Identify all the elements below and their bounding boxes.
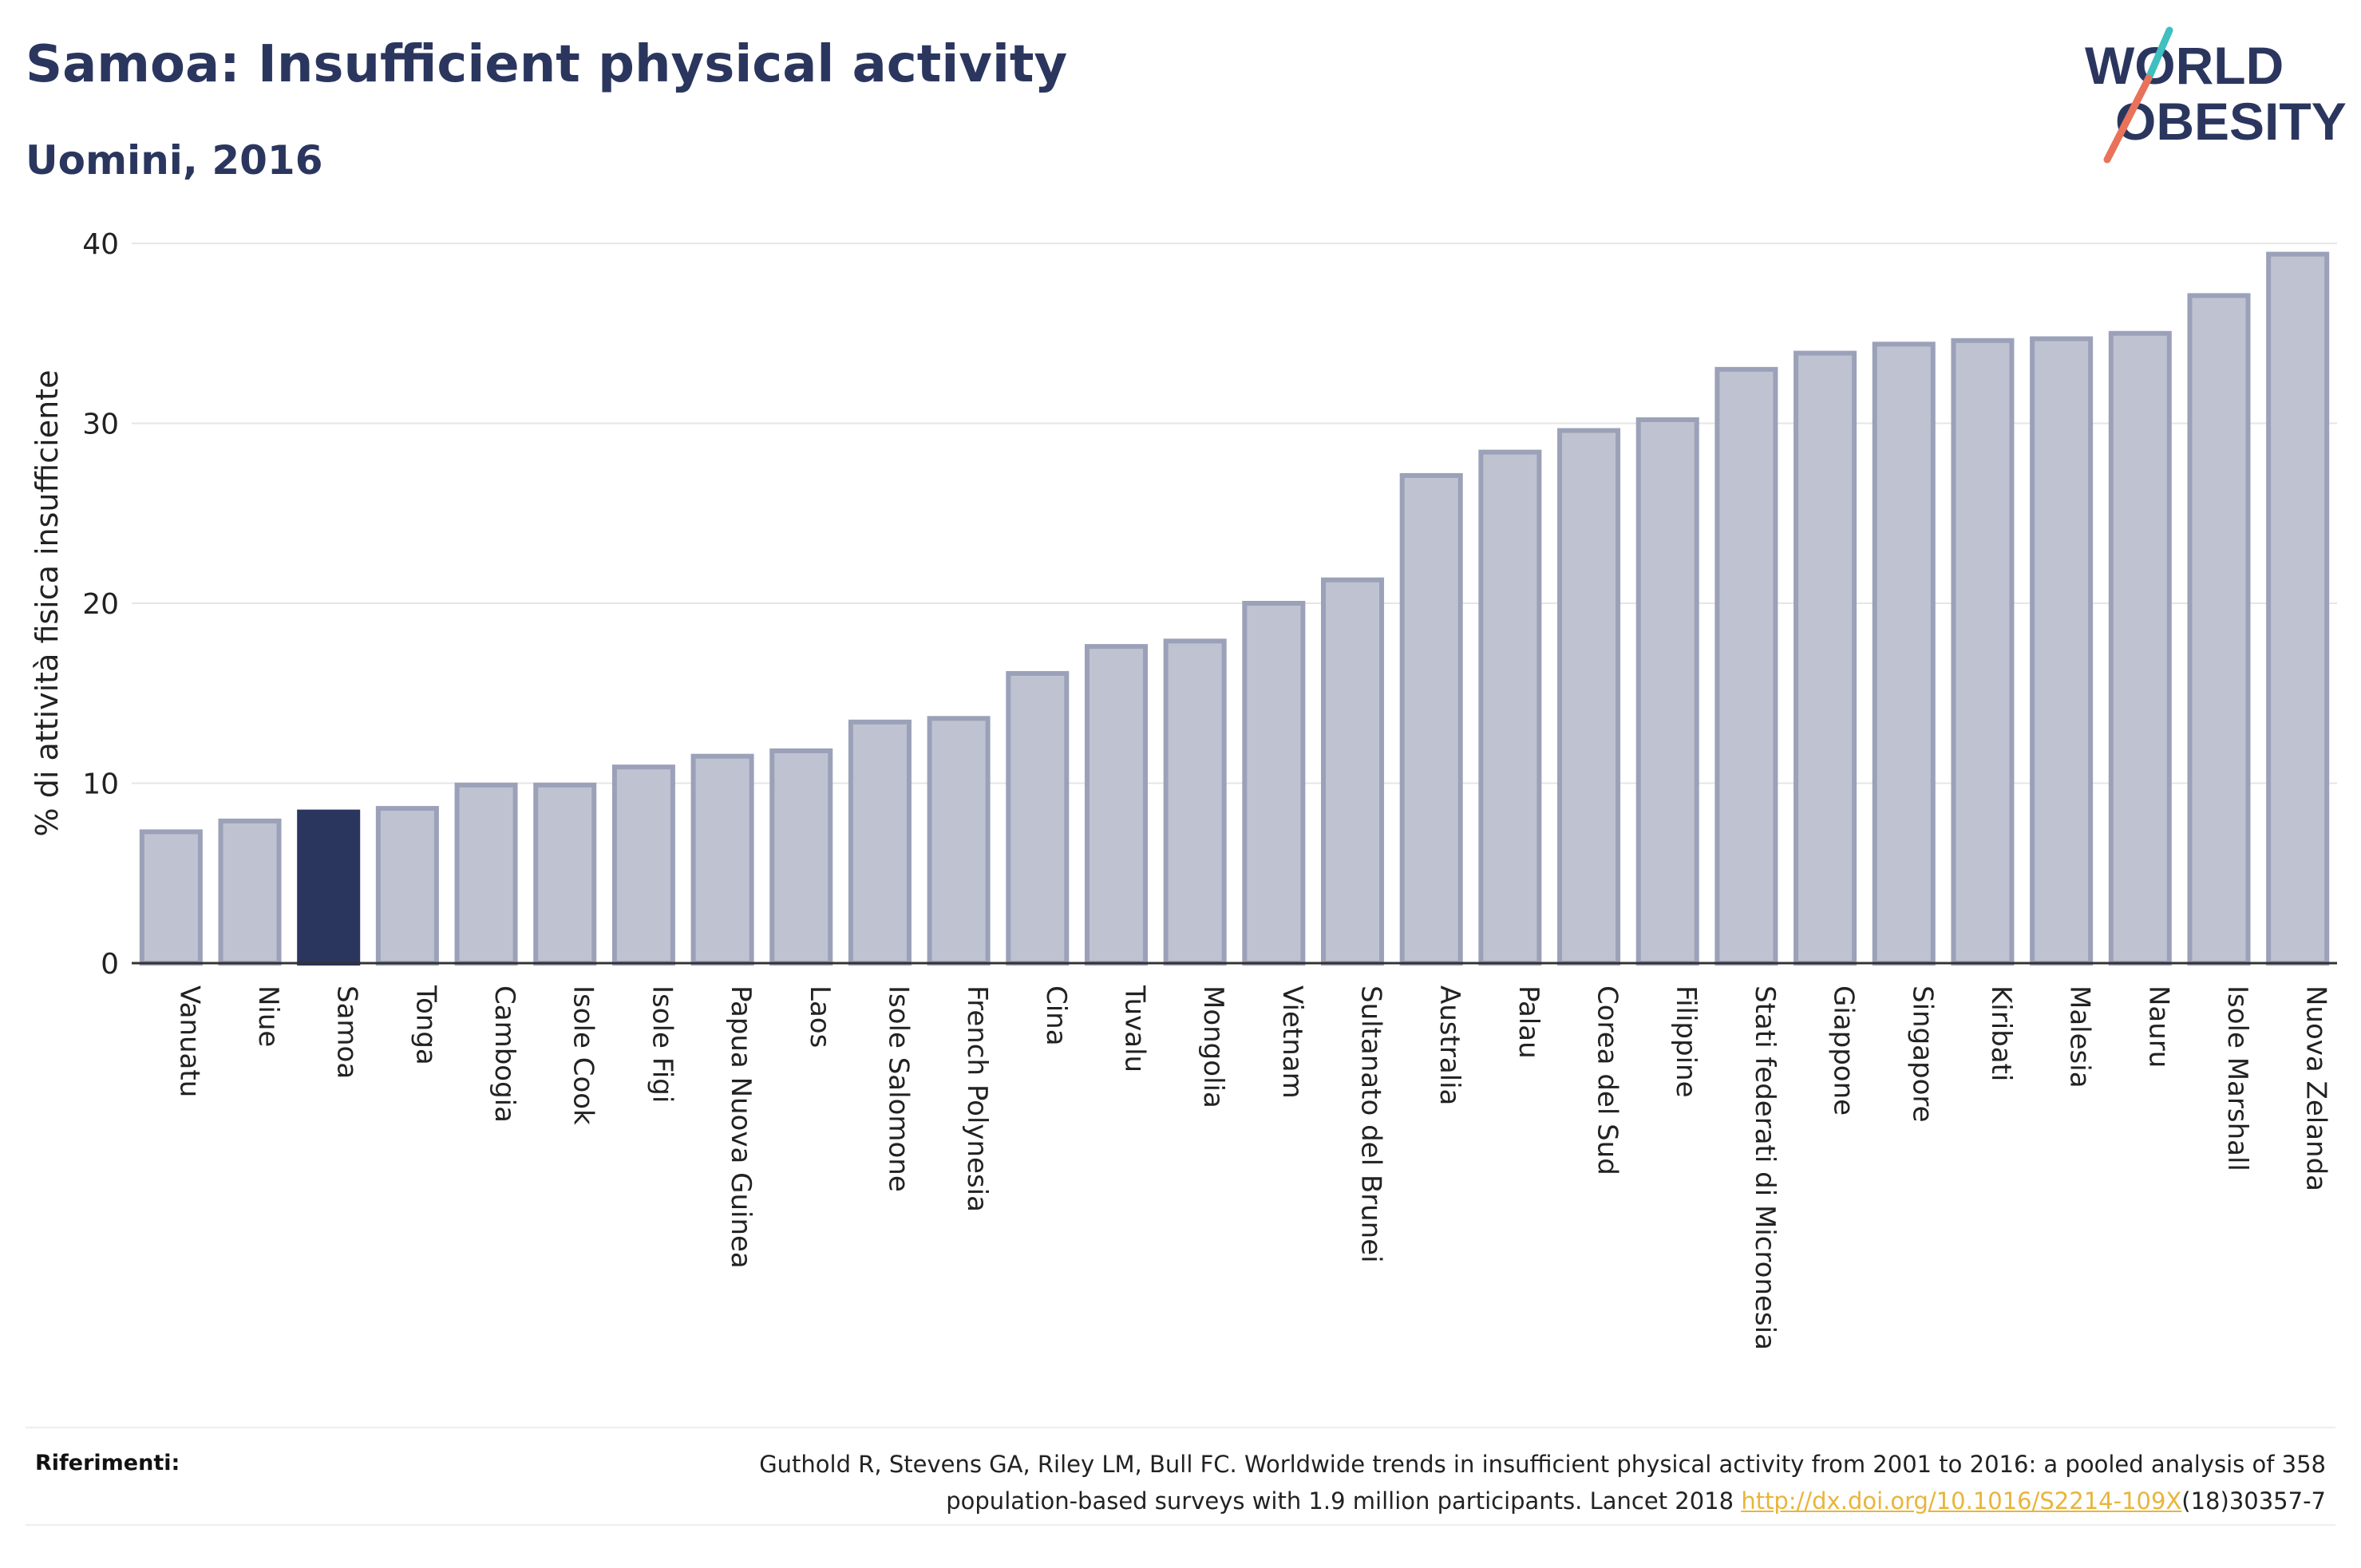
y-tick-label: 40 [82,228,119,261]
bar-isole-marshall[interactable] [2187,293,2251,966]
bar-vanuatu[interactable] [139,829,203,966]
bar-samoa[interactable] [297,809,361,966]
reference-line-1: Guthold R, Stevens GA, Riley LM, Bull FC… [759,1451,2326,1478]
bar-laos[interactable] [769,748,833,966]
x-tick-label: Australia [1434,985,1465,1105]
bar-niue[interactable] [218,818,282,966]
reference-line-2-end: (18)30357-7 [2181,1487,2326,1515]
x-tick-label: Cina [1040,985,1072,1046]
slash-logo-mark-lower [2103,74,2153,164]
bar-isole-cook[interactable] [533,782,597,966]
x-tick-label: Vanuatu [173,985,205,1097]
bar-nuova-zelanda[interactable] [2266,251,2330,966]
x-tick-label: Cambogia [488,985,520,1123]
bar-australia[interactable] [1399,472,1463,966]
x-tick-label: Isole Cook [568,985,599,1125]
bar-palau[interactable] [1478,449,1542,966]
bar-cina[interactable] [1006,670,1070,966]
x-tick-label: Isole Figi [646,985,678,1103]
bar-isole-figi[interactable] [611,764,675,966]
bar-sultanato-del-brunei[interactable] [1321,577,1385,966]
axes: 0 10 20 30 40 Vanuatu Niue Samoa Tonga Cambogia Is… [82,228,2337,1350]
x-tick-label: Tonga [409,985,441,1065]
x-tick-label: French Polynesia [961,985,993,1212]
x-tick-label: Vietnam [1276,985,1308,1099]
x-tick-label: Isole Salomone [882,985,914,1192]
reference-line-2: population-based surveys with 1.9 millio… [946,1487,1742,1515]
x-tick-label: Palau [1513,985,1544,1059]
y-tick-label: 30 [82,409,119,441]
bar-corea-del-sud[interactable] [1557,428,1621,966]
x-tick-label: Niue [252,985,284,1047]
x-tick-label: Singapore [1906,985,1938,1123]
logo-text-obesity: OBESITY [2115,92,2347,151]
bars [139,251,2330,966]
x-tick-label: Samoa [331,985,363,1079]
bar-nauru[interactable] [2108,330,2172,966]
bar-tonga[interactable] [375,806,439,966]
x-tick-label: Mongolia [1197,985,1229,1108]
y-axis-label: % di attività fisica insufficiente [30,370,65,837]
x-tick-label: Isole Marshall [2221,985,2253,1171]
bar-malesia[interactable] [2030,336,2094,966]
x-tick-label: Giappone [1828,985,1860,1116]
bar-papua-nuova-guinea[interactable] [690,753,754,966]
x-tick-label: Papua Nuova Guinea [725,985,757,1269]
bar-vietnam[interactable] [1242,601,1306,966]
references-text: Guthold R, Stevens GA, Riley LM, Bull FC… [490,1446,2326,1519]
x-tick-label: Corea del Sud [1592,985,1623,1175]
x-tick-label: Filippine [1670,985,1702,1098]
chart-title: Samoa: Insufficient physical activity [26,35,1068,94]
x-tick-label: Kiribati [1985,985,2017,1081]
x-tick-label: Nauru [2142,985,2174,1068]
world-obesity-logo: WORLD OBESITY [2085,26,2347,164]
reference-doi-link[interactable]: http://dx.doi.org/10.1016/S2214-109X [1741,1487,2182,1515]
y-tick-label: 20 [82,588,119,621]
x-tick-label: Tuvalu [1118,985,1150,1072]
x-tick-label: Laos [804,985,836,1048]
bar-filippine[interactable] [1635,417,1699,966]
x-tick-label: Stati federati di Micronesia [1749,985,1781,1350]
bar-giappone[interactable] [1793,350,1857,966]
y-tick-label: 10 [82,768,119,801]
bar-isole-salomone[interactable] [848,719,912,966]
bar-tuvalu[interactable] [1084,644,1148,966]
references-label: Riferimenti: [35,1451,180,1475]
bar-singapore[interactable] [1872,342,1936,966]
logo-text-world: WORLD [2085,36,2284,95]
y-tick-label: 0 [101,948,119,981]
x-tick-label: Nuova Zelanda [2300,985,2332,1191]
bar-french-polynesia[interactable] [927,716,991,966]
bar-stati-federati-di-micronesia[interactable] [1714,366,1778,966]
footer-divider-bottom [26,1524,2335,1526]
x-tick-label: Sultanato del Brunei [1355,985,1387,1263]
x-tick-label: Malesia [2064,985,2096,1088]
bar-kiribati[interactable] [1951,338,2015,966]
bar-chart: 0 10 20 30 40 Vanuatu Niue Samoa Tonga Cambogia Is… [30,228,2337,1350]
footer-divider-top [26,1427,2335,1428]
chart-subtitle: Uomini, 2016 [26,137,323,184]
slash-logo-mark [2145,26,2173,82]
bar-cambogia[interactable] [454,782,518,966]
bar-mongolia[interactable] [1163,638,1227,966]
